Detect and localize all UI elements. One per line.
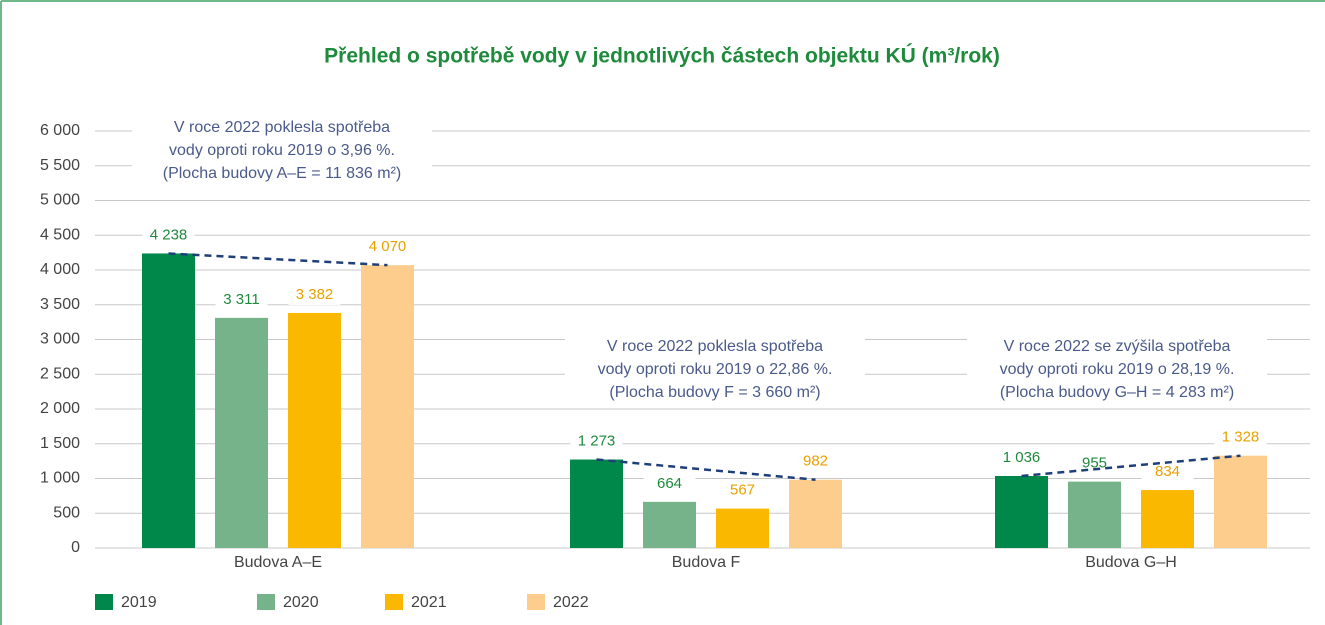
bar <box>1214 455 1267 548</box>
value-label-bg <box>995 447 1048 468</box>
annotation-bg <box>967 382 1267 404</box>
value-label: 4 070 <box>369 238 407 255</box>
trend-line <box>1021 454 1241 478</box>
value-label: 1 036 <box>1003 449 1041 466</box>
annotation-bg <box>132 140 432 162</box>
y-tick-label: 4 000 <box>40 261 80 278</box>
value-label: 955 <box>1082 455 1107 472</box>
value-label-bg <box>643 473 696 494</box>
bar <box>1068 481 1121 548</box>
annotation-bg <box>967 336 1267 358</box>
value-label: 3 382 <box>296 286 334 303</box>
bar <box>361 265 414 548</box>
y-tick-label: 1 500 <box>40 435 80 452</box>
annotation-bg <box>132 117 432 139</box>
x-tick-label: Budova F <box>672 554 741 571</box>
trend-line <box>168 252 388 267</box>
annotation: V roce 2022 poklesla spotřeba <box>607 338 823 355</box>
x-tick-label: Budova A–E <box>234 554 322 571</box>
y-tick-label: 5 000 <box>40 192 80 209</box>
value-label-bg <box>1214 427 1267 448</box>
value-label: 567 <box>730 482 755 499</box>
annotation: V roce 2022 poklesla spotřeba <box>174 119 390 136</box>
value-label-bg <box>789 451 842 472</box>
value-label: 982 <box>803 453 828 470</box>
legend-swatch <box>385 594 403 610</box>
annotation-bg <box>967 359 1267 381</box>
annotation-bg <box>565 359 865 381</box>
y-tick-label: 2 000 <box>40 400 80 417</box>
value-label: 3 311 <box>223 291 259 308</box>
y-tick-label: 2 500 <box>40 365 80 382</box>
value-label: 664 <box>657 475 682 492</box>
trend-line <box>596 458 816 481</box>
value-label: 1 273 <box>578 432 616 449</box>
bar <box>789 479 842 548</box>
annotation: (Plocha budovy A–E = 11 836 m²) <box>163 165 402 182</box>
value-label-bg <box>361 237 414 258</box>
y-tick-label: 6 000 <box>40 122 80 139</box>
value-label: 1 328 <box>1222 429 1260 446</box>
legend-label: 2022 <box>553 594 589 611</box>
value-label-bg <box>288 284 341 305</box>
value-label-bg <box>142 225 195 246</box>
bar <box>643 501 696 548</box>
annotation-bg <box>565 382 865 404</box>
y-tick-label: 0 <box>71 539 80 556</box>
annotation-bg <box>132 163 432 185</box>
y-tick-label: 3 000 <box>40 331 80 348</box>
y-tick-label: 500 <box>53 504 80 521</box>
y-tick-label: 3 500 <box>40 296 80 313</box>
legend-swatch <box>527 594 545 610</box>
annotation: vody oproti roku 2019 o 22,86 %. <box>598 361 833 378</box>
bar <box>142 253 195 549</box>
value-label-bg <box>1141 462 1194 483</box>
value-label-bg <box>716 480 769 501</box>
value-label-bg <box>215 289 268 310</box>
value-label: 834 <box>1155 463 1180 480</box>
y-tick-label: 1 000 <box>40 470 80 487</box>
annotation: V roce 2022 se zvýšila spotřeba <box>1004 338 1231 355</box>
y-tick-label: 4 500 <box>40 226 80 243</box>
value-label-bg <box>570 431 623 452</box>
legend-label: 2020 <box>283 594 319 611</box>
y-tick-label: 5 500 <box>40 157 80 174</box>
bar <box>288 312 341 548</box>
bar <box>995 475 1048 548</box>
legend-swatch <box>257 594 275 610</box>
bar <box>570 459 623 548</box>
bar <box>1141 490 1194 548</box>
chart-title: Přehled o spotřebě vody v jednotlivých č… <box>324 44 1000 68</box>
annotation: vody oproti roku 2019 o 3,96 %. <box>169 142 395 159</box>
legend-swatch <box>95 594 113 610</box>
bar <box>716 508 769 548</box>
bar <box>215 317 268 548</box>
annotation: (Plocha budovy G–H = 4 283 m²) <box>1000 384 1234 401</box>
legend-label: 2019 <box>121 594 157 611</box>
annotation-bg <box>565 336 865 358</box>
x-tick-label: Budova G–H <box>1085 554 1177 571</box>
value-label: 4 238 <box>150 226 188 243</box>
annotation: (Plocha budovy F = 3 660 m²) <box>609 384 820 401</box>
legend-label: 2021 <box>411 594 447 611</box>
annotation: vody oproti roku 2019 o 28,19 %. <box>1000 361 1235 378</box>
